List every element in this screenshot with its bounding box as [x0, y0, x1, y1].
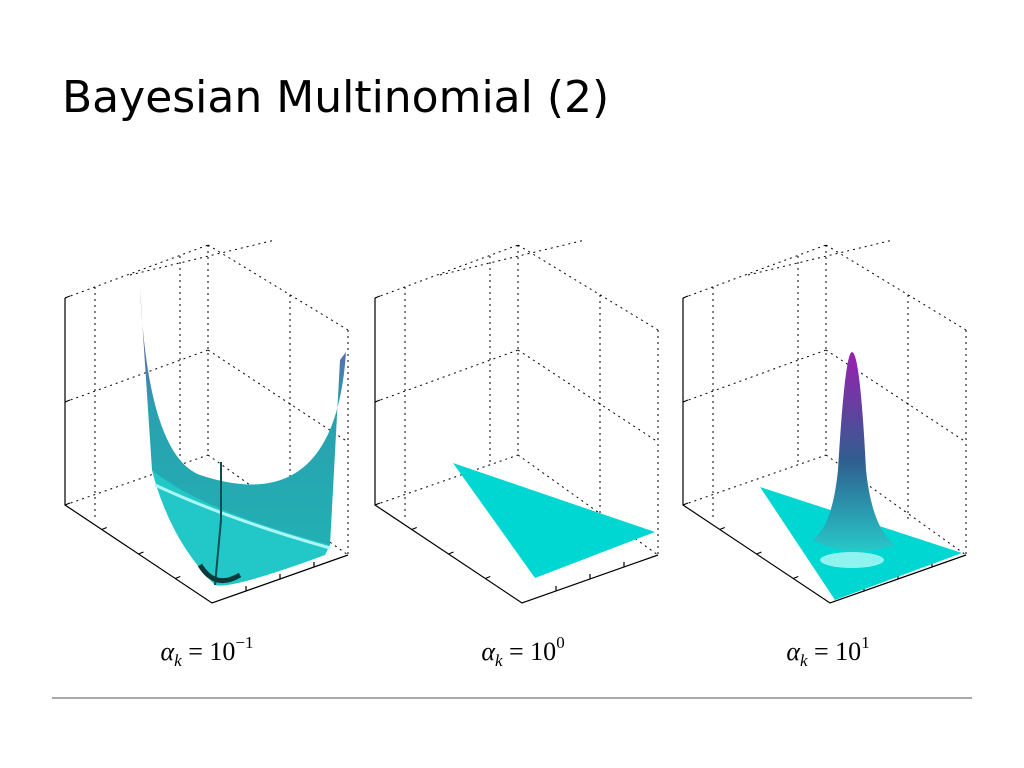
tick — [138, 551, 144, 555]
grid-line — [207, 349, 349, 443]
caption: αk = 100 — [481, 633, 564, 670]
surface-2 — [760, 352, 962, 600]
caption: αk = 101 — [786, 633, 869, 670]
grid-line — [517, 349, 659, 443]
grid-line — [374, 454, 519, 506]
tick — [175, 575, 181, 580]
tick — [793, 575, 799, 580]
axis — [374, 298, 659, 604]
caption-exponent: 1 — [861, 633, 870, 652]
axes-box — [374, 239, 659, 604]
caption-equals: = 10 — [808, 637, 862, 666]
caption-equals: = 10 — [182, 637, 236, 666]
grid-line — [207, 244, 349, 331]
grid-line — [64, 244, 209, 299]
slide-title: Bayesian Multinomial (2) — [62, 72, 609, 123]
grid-line — [129, 239, 276, 276]
tick — [64, 295, 71, 299]
caption-subscript: k — [800, 651, 808, 670]
caption-exponent: −1 — [235, 633, 253, 652]
tick — [756, 551, 762, 555]
caption-symbol: α — [786, 637, 801, 666]
tick — [682, 295, 689, 299]
caption-exponent: 0 — [556, 633, 565, 652]
caption-equals: = 10 — [503, 637, 557, 666]
grid-line — [682, 244, 827, 299]
grid-line — [374, 349, 519, 403]
tick — [374, 295, 381, 299]
caption: αk = 10−1 — [161, 633, 254, 670]
plots — [64, 239, 967, 604]
grid-line — [682, 454, 827, 506]
tick — [682, 502, 689, 506]
tick — [485, 575, 491, 580]
grid-line — [825, 349, 967, 443]
grid-line — [439, 239, 586, 276]
caption-symbol: α — [161, 637, 176, 666]
surface-1 — [453, 463, 655, 578]
caption-subscript: k — [174, 651, 182, 670]
grid-line — [64, 454, 209, 506]
caption-subscript: k — [495, 651, 503, 670]
tick — [682, 399, 689, 403]
grid-line — [64, 349, 209, 403]
surface-0 — [140, 288, 346, 586]
tick — [101, 526, 107, 531]
tick — [448, 551, 454, 555]
tick — [64, 502, 71, 506]
tick — [374, 399, 381, 403]
axes-box — [682, 239, 967, 604]
grid-line — [747, 239, 894, 276]
caption-symbol: α — [481, 637, 496, 666]
grid-line — [682, 349, 827, 403]
tick — [411, 526, 417, 531]
grid-line — [825, 244, 967, 331]
tick — [64, 399, 71, 403]
grid-line — [517, 244, 659, 331]
tick — [719, 526, 725, 531]
grid-line — [374, 244, 519, 299]
tick — [374, 502, 381, 506]
